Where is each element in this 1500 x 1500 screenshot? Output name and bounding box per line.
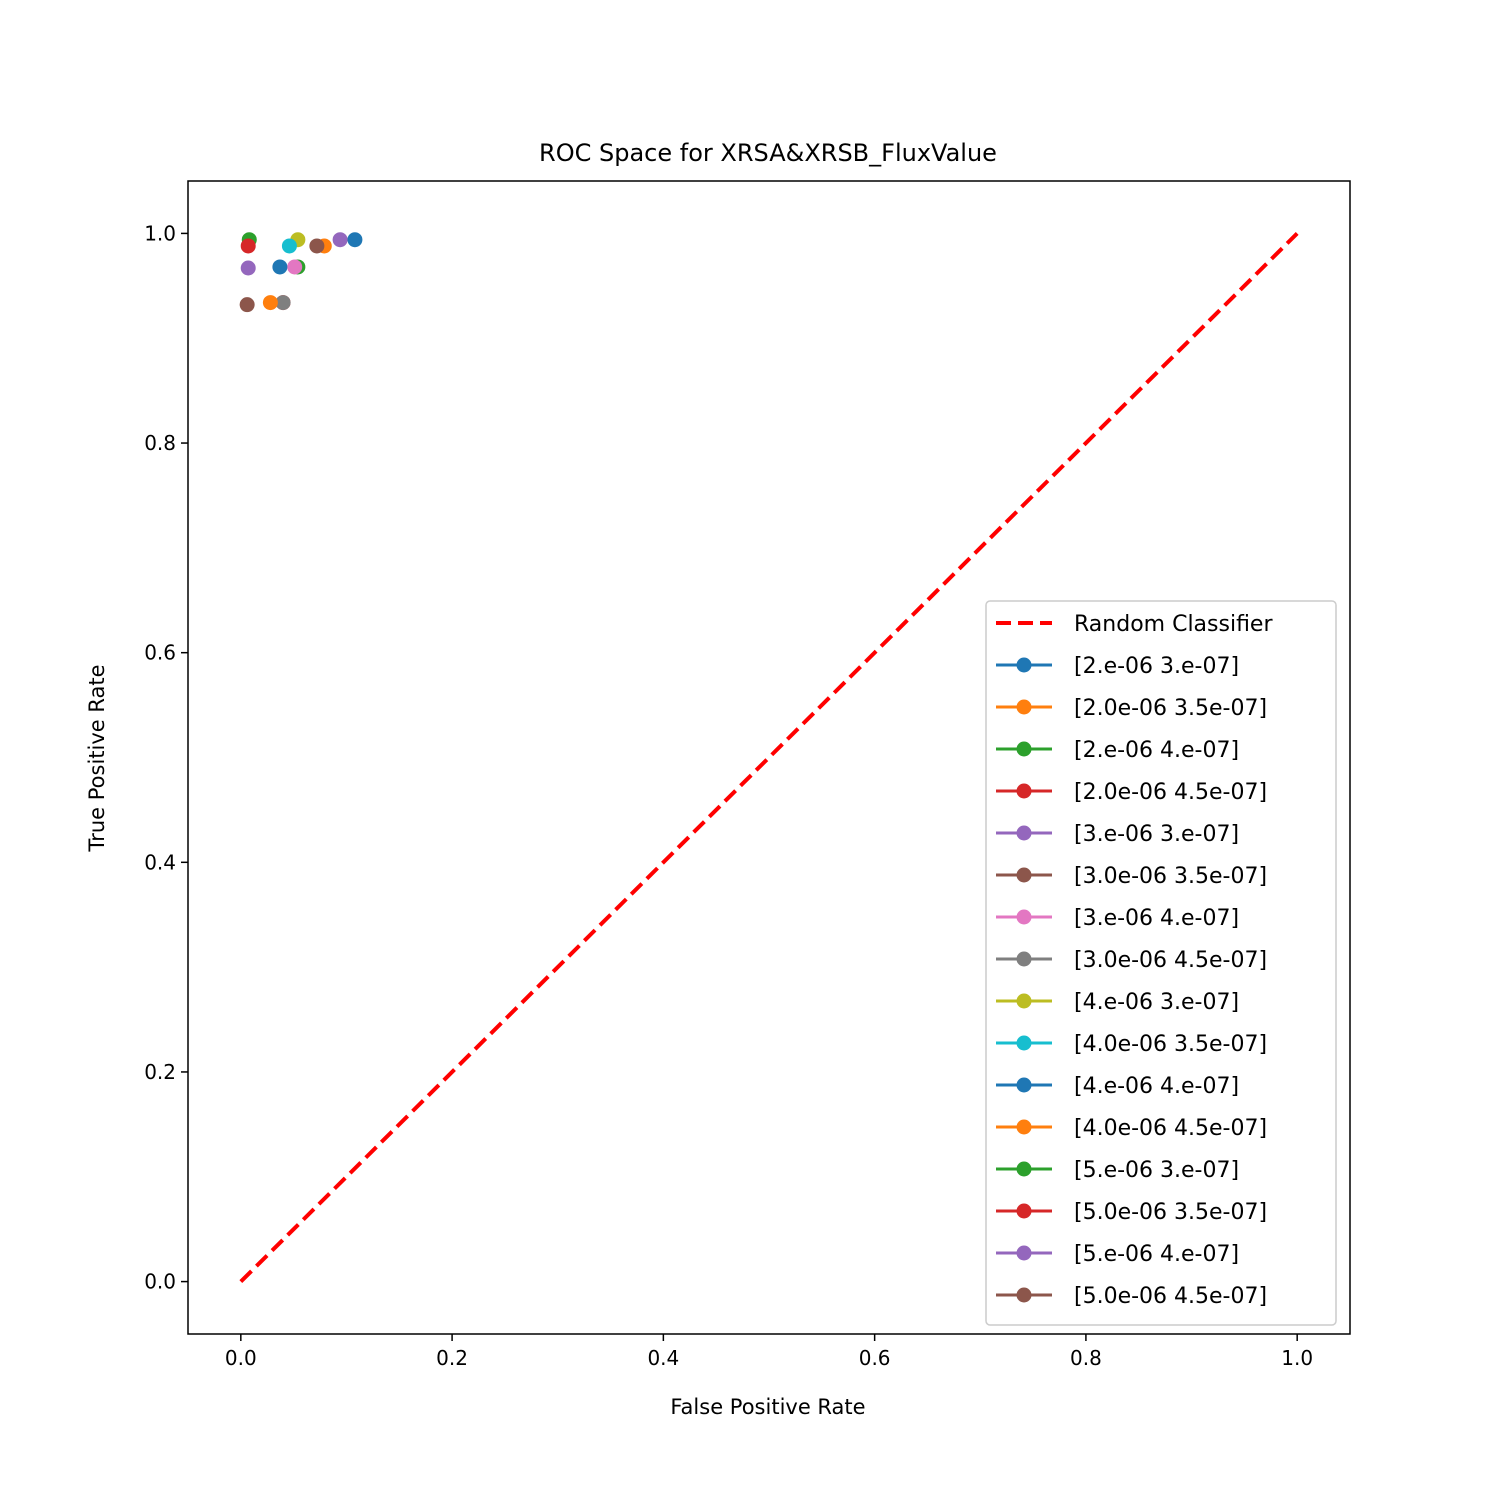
legend-handle-marker (1016, 1161, 1032, 1177)
y-tick-label: 1.0 (144, 221, 176, 245)
data-point (347, 232, 363, 248)
x-tick-label: 0.4 (647, 1346, 679, 1370)
y-tick-label: 0.8 (144, 431, 176, 455)
data-point (281, 238, 297, 254)
y-axis-label: True Positive Rate (85, 664, 109, 852)
legend-label: [3.e-06 3.e-07] (1074, 822, 1239, 847)
legend-handle-marker (1016, 867, 1032, 883)
data-point (332, 232, 348, 248)
x-tick-label: 0.2 (436, 1346, 468, 1370)
legend-handle-marker (1016, 741, 1032, 757)
legend-handle-marker (1016, 783, 1032, 799)
legend-label: [2.e-06 4.e-07] (1074, 738, 1239, 763)
x-axis: 0.0 0.2 0.4 0.6 0.8 1.0 (225, 1334, 1313, 1370)
legend-label: [4.0e-06 3.5e-07] (1074, 1032, 1267, 1057)
legend-label: [2.0e-06 4.5e-07] (1074, 780, 1267, 805)
legend-handle-marker (1016, 1077, 1032, 1093)
legend-handle-marker (1016, 657, 1032, 673)
legend-label: [4.0e-06 4.5e-07] (1074, 1116, 1267, 1141)
y-tick-label: 0.0 (144, 1270, 176, 1294)
y-tick-label: 0.6 (144, 641, 176, 665)
data-point (287, 259, 303, 275)
legend-box (985, 600, 1337, 1326)
x-tick-label: 1.0 (1281, 1346, 1313, 1370)
x-tick-label: 0.0 (225, 1346, 257, 1370)
legend-label: [3.0e-06 4.5e-07] (1074, 948, 1267, 973)
y-tick-label: 0.2 (144, 1060, 176, 1084)
legend-handle-marker (1016, 825, 1032, 841)
legend-label: [5.0e-06 3.5e-07] (1074, 1200, 1267, 1225)
legend-label: [2.0e-06 3.5e-07] (1074, 696, 1267, 721)
x-tick-label: 0.8 (1070, 1346, 1102, 1370)
legend-label: [2.e-06 3.e-07] (1074, 654, 1239, 679)
legend-handle-marker (1016, 1119, 1032, 1135)
y-axis: 0.0 0.2 0.4 0.6 0.8 1.0 (144, 221, 188, 1294)
legend-handle-marker (1016, 1203, 1032, 1219)
legend-label: [5.e-06 4.e-07] (1074, 1242, 1239, 1267)
legend-handle-marker (1016, 699, 1032, 715)
plot-area (239, 231, 1299, 1284)
legend-label: [4.e-06 4.e-07] (1074, 1074, 1239, 1099)
random-classifier-line (239, 231, 1299, 1284)
legend-label: [5.0e-06 4.5e-07] (1074, 1284, 1267, 1309)
legend: Random Classifier [2.e-06 3.e-07] [2.0e-06… (985, 600, 1337, 1326)
data-point (275, 295, 291, 311)
legend-handle-marker (1016, 1035, 1032, 1051)
legend-label: [3.0e-06 3.5e-07] (1074, 864, 1267, 889)
legend-handle-marker (1016, 951, 1032, 967)
legend-handle-marker (1016, 993, 1032, 1009)
data-point (240, 238, 256, 254)
legend-label: Random Classifier (1074, 612, 1273, 637)
data-point (239, 297, 255, 313)
chart-title: ROC Space for XRSA&XRSB_FluxValue (539, 139, 997, 167)
legend-handle-marker (1016, 1287, 1032, 1303)
legend-handle-marker (1016, 1245, 1032, 1261)
legend-label: [4.e-06 3.e-07] (1074, 990, 1239, 1015)
x-axis-label: False Positive Rate (670, 1395, 865, 1419)
data-point (309, 238, 325, 254)
x-tick-label: 0.6 (859, 1346, 891, 1370)
y-tick-label: 0.4 (144, 850, 176, 874)
axes-frame (187, 180, 1351, 1335)
data-point (262, 295, 278, 311)
data-point (240, 260, 256, 276)
legend-label: [5.e-06 3.e-07] (1074, 1158, 1239, 1183)
legend-label: [3.e-06 4.e-07] (1074, 906, 1239, 931)
data-point (272, 259, 288, 275)
legend-handle-marker (1016, 909, 1032, 925)
